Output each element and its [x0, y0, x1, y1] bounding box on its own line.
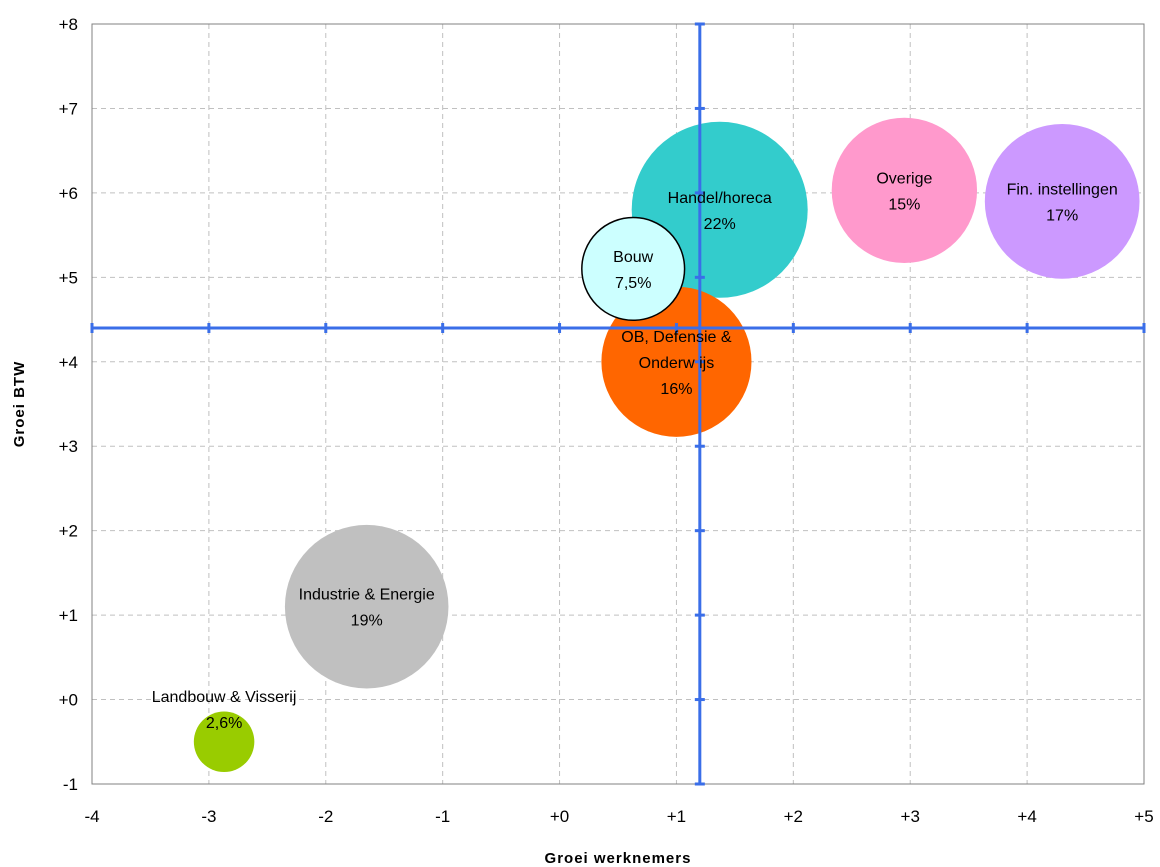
y-tick-label: +7	[59, 99, 78, 118]
bubbles	[193, 117, 1140, 773]
bubble-label: 17%	[1046, 207, 1078, 224]
bubble-label: 22%	[704, 216, 736, 233]
y-tick-label: +1	[59, 606, 78, 625]
bubble-label: 15%	[888, 196, 920, 213]
y-tick-label: +4	[59, 353, 78, 372]
y-axis-title: Groei BTW	[11, 361, 28, 448]
x-tick-label: -2	[318, 807, 333, 826]
bubble-label: Industrie & Energie	[299, 587, 435, 604]
bubble-label: 2,6%	[206, 715, 242, 732]
y-tick-label: +2	[59, 522, 78, 541]
plot-area	[91, 23, 1145, 785]
bubble-label: 19%	[351, 613, 383, 630]
bubble-label: Landbouw & Visserij	[152, 689, 297, 706]
x-tick-label: +5	[1134, 807, 1153, 826]
x-tick-label: +2	[784, 807, 803, 826]
bubble	[831, 117, 978, 264]
y-tick-label: +5	[59, 268, 78, 287]
bubble-label: Handel/horeca	[668, 190, 772, 207]
x-tick-label: -3	[201, 807, 216, 826]
bubble-label: 7,5%	[615, 275, 651, 292]
bubble-label: Onderw ijs	[639, 355, 715, 372]
x-tick-label: +4	[1017, 807, 1036, 826]
x-tick-label: +3	[901, 807, 920, 826]
x-tick-label: -1	[435, 807, 450, 826]
x-tick-label: +1	[667, 807, 686, 826]
bubble-label: Overige	[876, 170, 932, 187]
y-tick-label: +3	[59, 437, 78, 456]
bubble	[193, 711, 255, 773]
reference-lines	[90, 22, 1146, 786]
bubble	[581, 216, 686, 322]
bubble-label: OB, Defensie &	[621, 329, 732, 346]
x-tick-label: +0	[550, 807, 569, 826]
y-tick-label: -1	[63, 775, 78, 794]
x-axis-title: Groei werknemers	[545, 850, 692, 867]
tick-labels: -4 -3 -2 -1 +0 +1 +2 +3 +4 +5 -1 +0 +1 +2 +3 +4 +5 +6 +7 +8	[59, 15, 1154, 826]
y-tick-label: +0	[59, 691, 78, 710]
x-tick-label: -4	[84, 807, 99, 826]
y-tick-label: +8	[59, 15, 78, 34]
y-tick-label: +6	[59, 184, 78, 203]
bubble	[601, 286, 752, 437]
bubble	[984, 123, 1140, 279]
bubble	[284, 524, 449, 689]
bubble-label: 16%	[660, 381, 692, 398]
bubble-labels: Industrie & Energie 19% Landbouw & Visseri…	[152, 170, 1118, 731]
bubble-label: Fin. instellingen	[1007, 181, 1118, 198]
bubble-label: Bouw	[613, 249, 653, 266]
